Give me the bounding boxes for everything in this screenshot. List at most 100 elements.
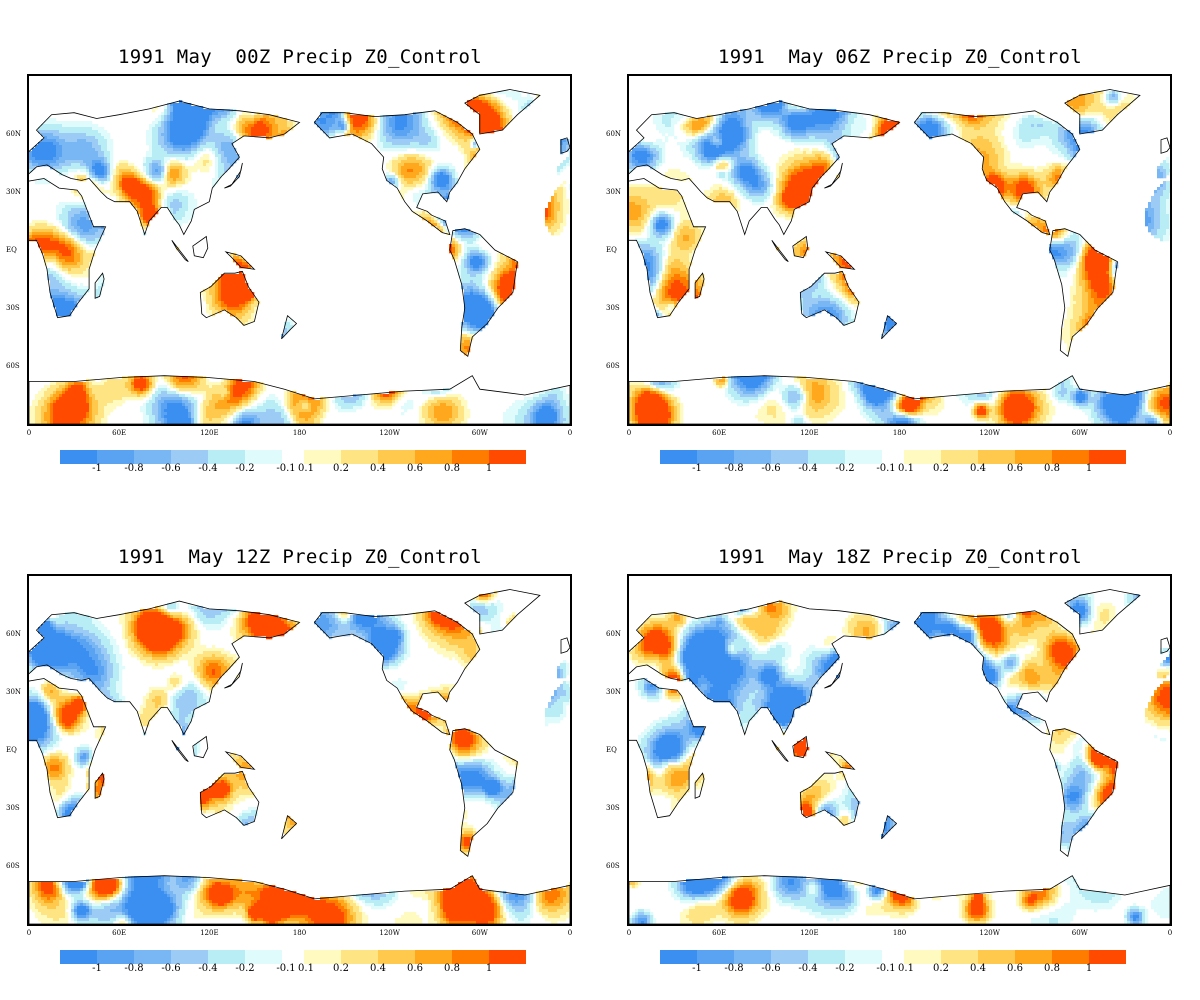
map-panel: 1991 May 00Z Precip Z0_Control 60N 30N EQ 30…	[0, 0, 600, 500]
coastline	[1064, 589, 1141, 635]
lon-tick-label: 60W	[472, 929, 488, 937]
colorbar-swatch	[1015, 950, 1052, 964]
lat-tick-label: 60N	[6, 630, 21, 638]
coastline	[560, 637, 570, 654]
coastline	[1160, 137, 1170, 154]
coastline	[1064, 89, 1141, 135]
coastline	[464, 589, 541, 635]
lat-tick-label: 60S	[606, 362, 620, 370]
coastline	[771, 740, 789, 762]
coastline	[1160, 637, 1170, 654]
colorbar-label: -0.6	[761, 963, 780, 974]
colorbar	[60, 450, 542, 464]
colorbar-label: 0.4	[970, 463, 986, 474]
precip-anomaly-field	[629, 594, 1170, 924]
map-panel: 1991 May 12Z Precip Z0_Control 60N 30N EQ 30…	[0, 500, 600, 1000]
coastline	[192, 735, 209, 759]
colorbar-swatch	[378, 950, 415, 964]
colorbar-swatch	[660, 450, 697, 464]
lon-tick-label: 60E	[112, 429, 126, 437]
coastline	[629, 100, 901, 236]
lat-tick-label: EQ	[606, 246, 617, 254]
colorbar-label: 0.4	[370, 463, 386, 474]
colorbar-swatch	[904, 450, 941, 464]
lon-tick-label: 0	[627, 929, 631, 937]
coastline-outlines	[629, 589, 1170, 924]
lat-tick-label: 30S	[606, 304, 620, 312]
colorbar-swatch	[452, 450, 489, 464]
colorbar-swatch	[341, 950, 378, 964]
colorbar-swatch	[771, 450, 808, 464]
lon-tick-label: 60W	[1072, 929, 1088, 937]
colorbar-swatch	[941, 450, 978, 464]
coastline	[799, 770, 860, 826]
colorbar-label: 0.4	[970, 963, 986, 974]
colorbar-label: 0.8	[444, 963, 460, 974]
coastline	[694, 272, 705, 299]
colorbar-swatch	[978, 450, 1015, 464]
colorbar-label: 0.2	[333, 463, 349, 474]
colorbar-label: 0.8	[1044, 463, 1060, 474]
colorbar-label: 1	[1086, 963, 1092, 974]
colorbar-swatch	[208, 450, 245, 464]
colorbar-swatch	[734, 450, 771, 464]
lon-tick-label: 120W	[979, 429, 1000, 437]
lon-tick-label: 60E	[712, 929, 726, 937]
colorbar-label: 0.4	[370, 963, 386, 974]
coastline	[192, 235, 209, 259]
coastline	[464, 89, 541, 135]
lat-tick-label: 60N	[6, 130, 21, 138]
colorbar-swatch	[304, 950, 341, 964]
coastline	[29, 875, 570, 924]
colorbar-label: -0.4	[798, 963, 817, 974]
map-frame	[627, 74, 1172, 426]
colorbar-label: 0.8	[1044, 963, 1060, 974]
coastline	[313, 110, 481, 236]
coastline	[199, 770, 260, 826]
colorbar-label: 0.2	[933, 963, 949, 974]
colorbar-swatch	[845, 450, 882, 464]
colorbar-label: 1	[486, 463, 492, 474]
coastline	[799, 270, 860, 326]
lon-tick-label: 120W	[379, 429, 400, 437]
lat-tick-label: 30N	[606, 688, 621, 696]
lon-tick-label: 180	[293, 429, 306, 437]
map-frame	[627, 574, 1172, 926]
colorbar-label: -0.2	[835, 463, 854, 474]
precip-anomaly-field	[629, 91, 1170, 424]
coastline	[629, 178, 707, 319]
colorbar-swatch	[978, 950, 1015, 964]
lon-tick-label: 60W	[472, 429, 488, 437]
colorbar-swatch	[452, 950, 489, 964]
colorbar-label: 0.6	[1007, 463, 1023, 474]
colorbar-label: 0.2	[933, 463, 949, 474]
coastline	[824, 751, 856, 770]
colorbar-swatch	[489, 950, 526, 964]
colorbar-swatch	[808, 450, 845, 464]
coastline	[913, 110, 1081, 236]
colorbar-label: -0.8	[124, 463, 143, 474]
lon-tick-label: 120E	[800, 429, 818, 437]
colorbar-label: 1	[1086, 463, 1092, 474]
coastline	[792, 235, 809, 259]
coastline	[449, 728, 518, 857]
panel-title: 1991 May 06Z Precip Z0_Control	[600, 46, 1200, 68]
coastline	[560, 137, 570, 154]
colorbar-label: -1	[92, 463, 102, 474]
colorbar-label: -0.6	[761, 463, 780, 474]
colorbar-swatch	[1052, 450, 1089, 464]
coastline	[224, 662, 243, 689]
colorbar-swatch	[97, 950, 134, 964]
colorbar-swatch	[245, 950, 282, 964]
colorbar-label: 0.1	[298, 463, 314, 474]
lon-tick-label: 0	[27, 929, 31, 937]
panel-title: 1991 May 00Z Precip Z0_Control	[0, 46, 600, 68]
colorbar-label: -1	[692, 463, 702, 474]
colorbar-label: 0.6	[1007, 963, 1023, 974]
lon-tick-label: 180	[293, 929, 306, 937]
lon-tick-label: 60E	[112, 929, 126, 937]
coastline	[224, 162, 243, 189]
lon-tick-label: 0	[568, 929, 572, 937]
colorbar-swatch	[97, 450, 134, 464]
coastline	[881, 814, 898, 840]
